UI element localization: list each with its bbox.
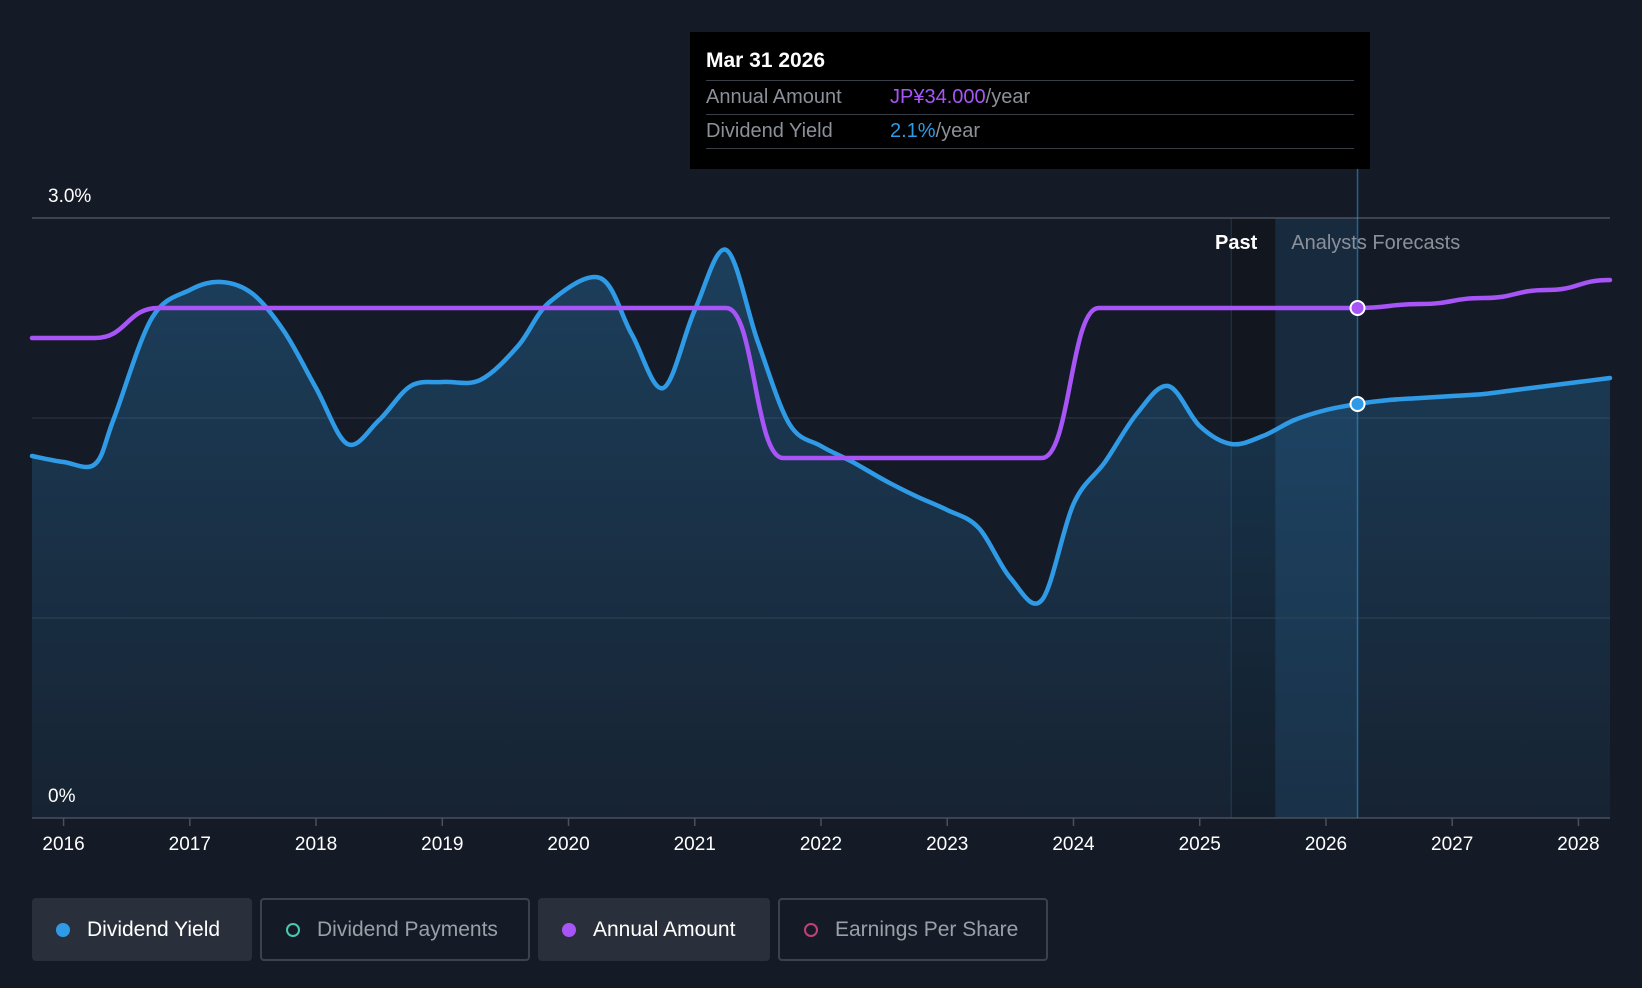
dividend-payments-circle-icon	[286, 922, 300, 937]
x-tick-label: 2017	[169, 834, 211, 855]
annual-amount-line	[29, 277, 1613, 461]
tooltip-dividend-yield-label: Dividend Yield	[706, 120, 833, 142]
x-tick-label: 2016	[42, 834, 84, 855]
y-tick-label: 0%	[48, 786, 76, 807]
legend-annual-amount-label: Annual Amount	[593, 917, 736, 941]
tooltip-annual-amount-value: JP¥34.000	[890, 86, 986, 108]
annual-amount-marker	[1349, 300, 1366, 316]
x-tick-label: 2018	[295, 834, 337, 855]
x-tick-label: 2024	[1052, 834, 1095, 855]
dividend-yield-line	[29, 247, 1613, 606]
tooltip-dividend-yield-value: 2.1%	[890, 120, 936, 142]
tooltip-annual-amount-row: Annual Amount JP¥34.000/year	[706, 81, 1354, 115]
legend-dividend-payments-button[interactable]: Dividend Payments	[260, 898, 530, 961]
legend-dividend-yield-label: Dividend Yield	[87, 917, 221, 941]
legend-earnings-per-share-label: Earnings Per Share	[835, 917, 1019, 941]
legend-earnings-per-share-button[interactable]: Earnings Per Share	[778, 898, 1048, 961]
x-tick-label: 2027	[1431, 834, 1473, 855]
annual-amount-dot-icon	[562, 922, 576, 937]
x-tick-label: 2020	[547, 834, 589, 855]
dividend-yield-area	[32, 249, 1610, 819]
dividend-yield-marker	[1349, 396, 1366, 412]
x-tick-label: 2019	[421, 834, 463, 855]
legend-dividend-payments-label: Dividend Payments	[317, 917, 498, 941]
x-tick-label: 2023	[926, 834, 968, 855]
x-tick-label: 2028	[1557, 834, 1599, 855]
past-label: Past	[1215, 232, 1258, 254]
tooltip-annual-amount-label: Annual Amount	[706, 86, 842, 108]
x-tick-label: 2021	[674, 834, 716, 855]
tooltip-date: Mar 31 2026	[706, 46, 1354, 81]
tooltip-annual-amount-unit: /year	[985, 86, 1031, 108]
tooltip-dividend-yield-unit: /year	[935, 120, 981, 142]
legend-dividend-yield-button[interactable]: Dividend Yield	[32, 898, 252, 961]
legend-annual-amount-button[interactable]: Annual Amount	[538, 898, 770, 961]
tooltip-dividend-yield-row: Dividend Yield 2.1%/year	[706, 115, 1354, 149]
tooltip: Mar 31 2026 Annual Amount JP¥34.000/year…	[690, 32, 1370, 169]
x-tick-label: 2025	[1179, 834, 1221, 855]
y-tick-label: 3.0%	[48, 186, 91, 207]
x-tick-label: 2026	[1305, 834, 1347, 855]
earnings-per-share-circle-icon	[804, 922, 818, 937]
analysts-forecasts-label: Analysts Forecasts	[1291, 232, 1460, 254]
x-tick-label: 2022	[800, 834, 842, 855]
dividend-yield-dot-icon	[56, 922, 70, 937]
